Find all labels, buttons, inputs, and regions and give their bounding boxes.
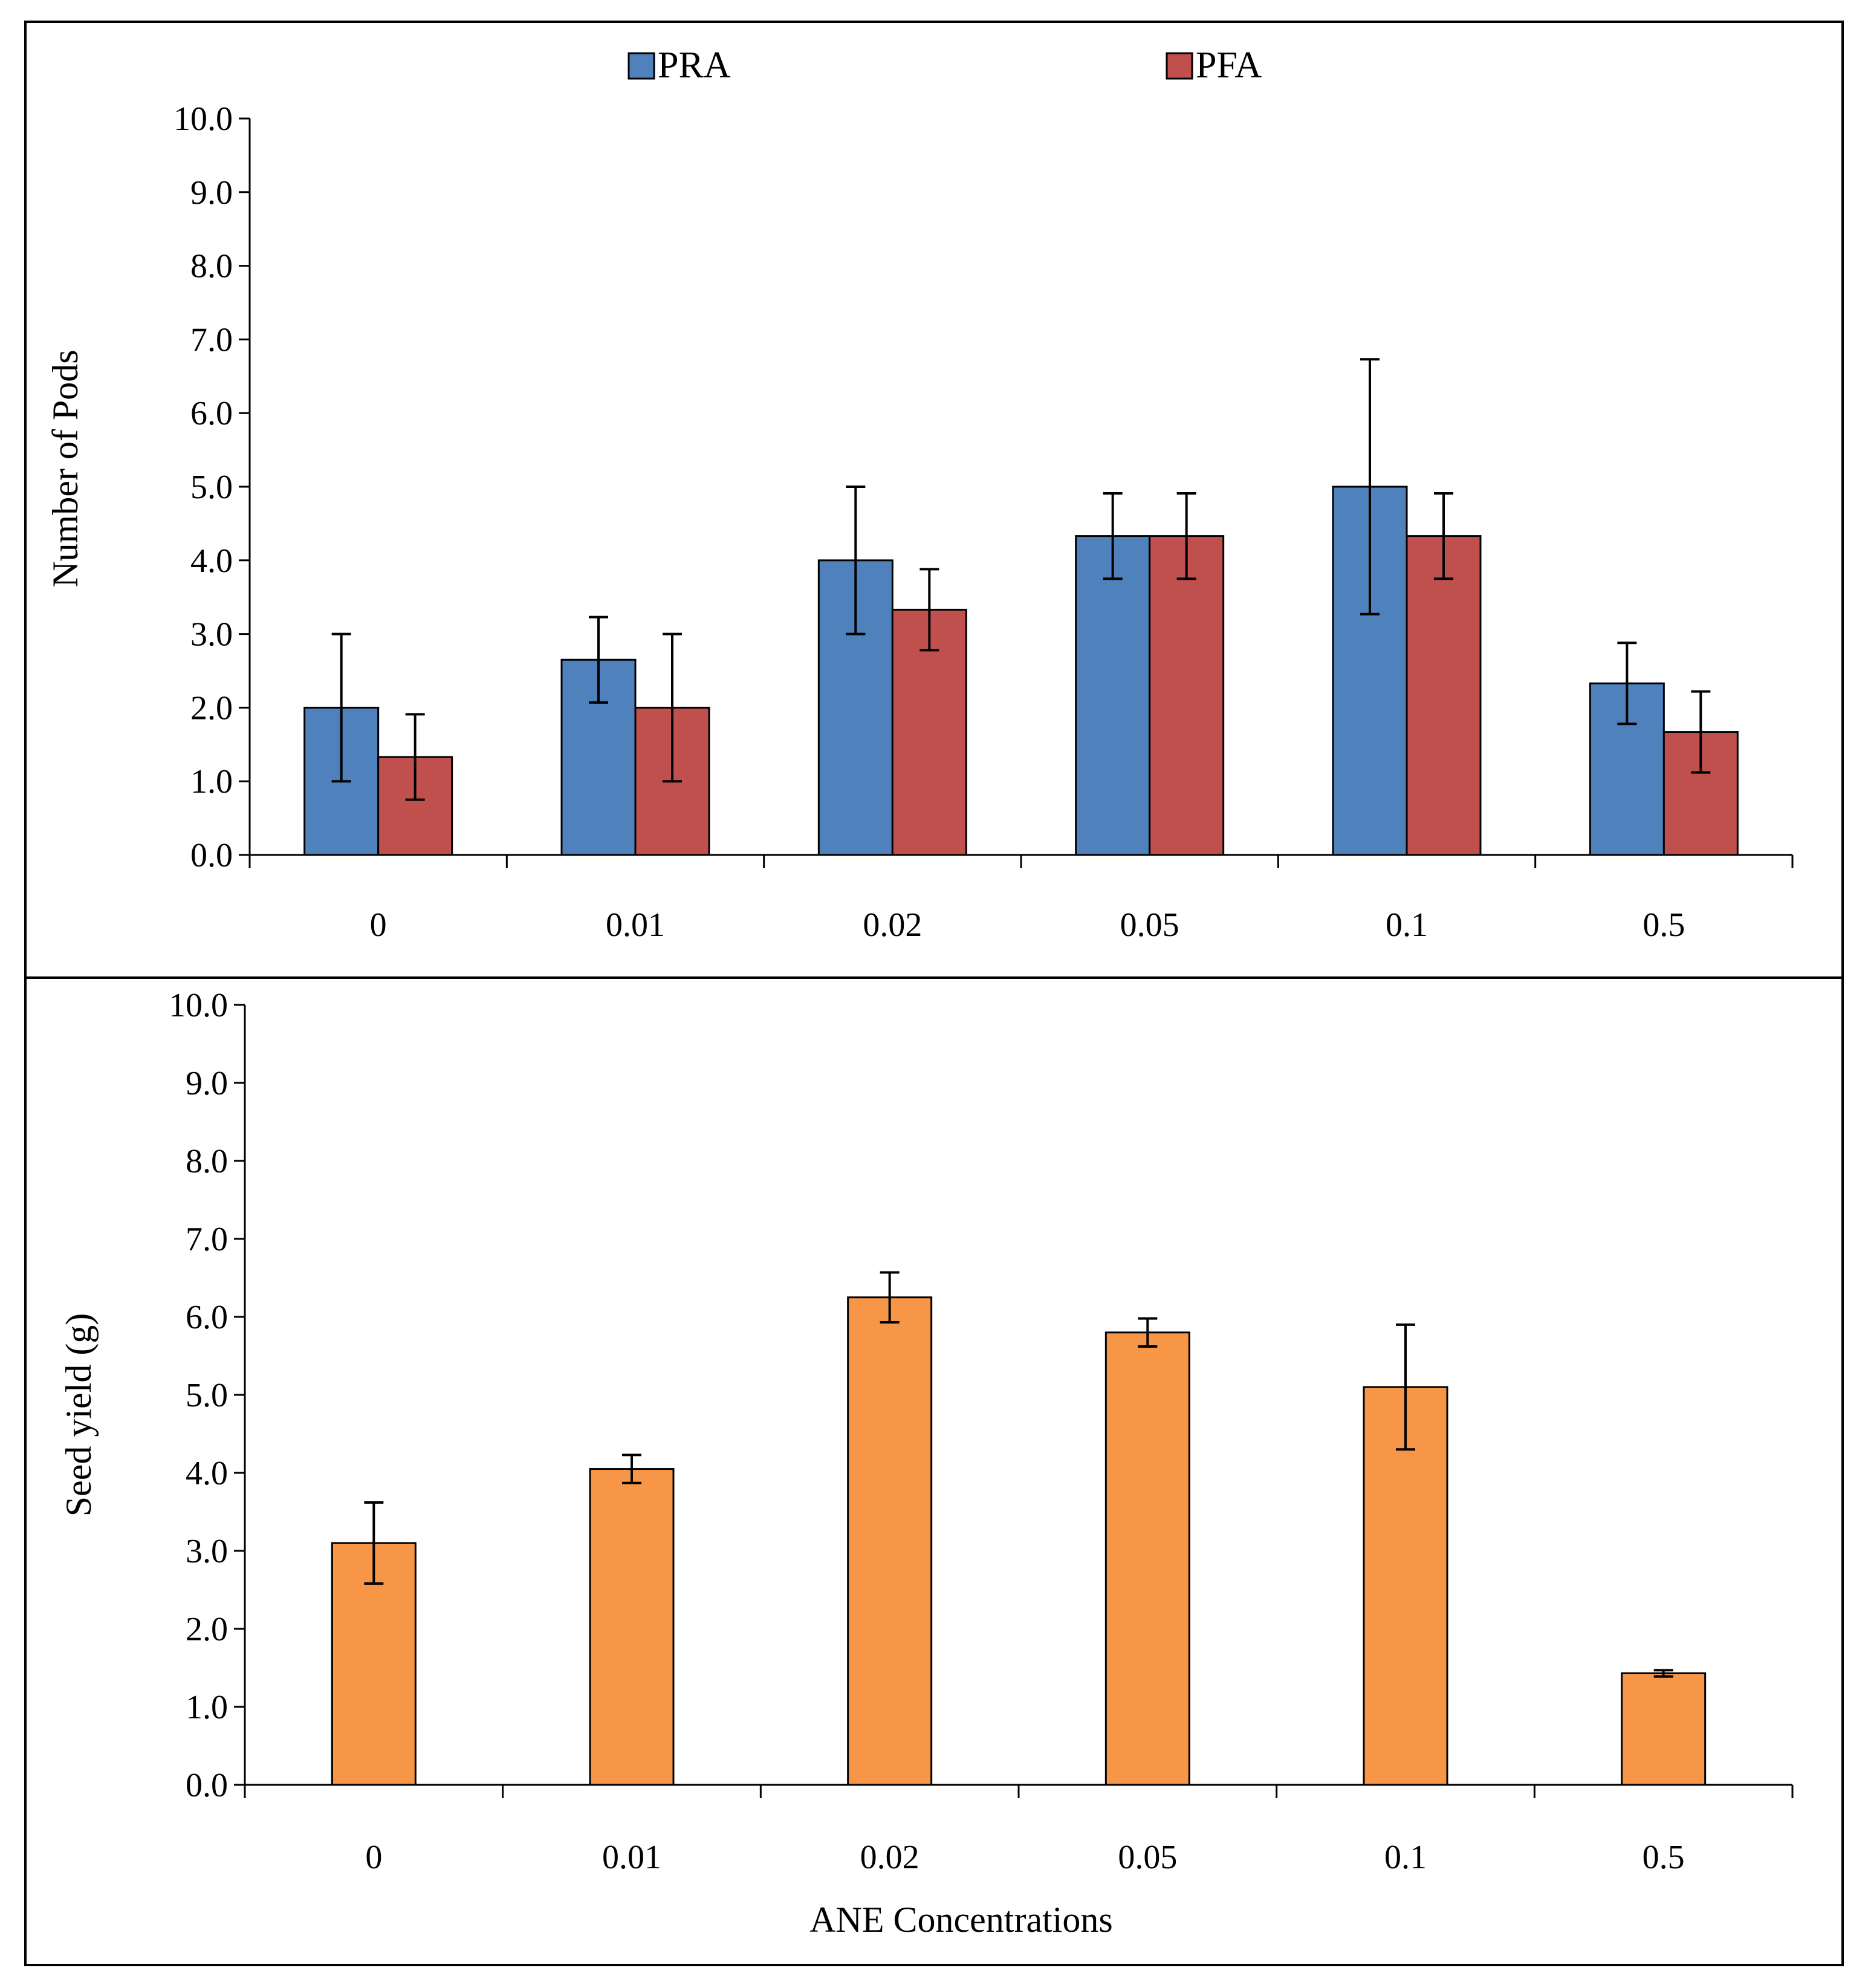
y-tick-label: 9.0: [186, 1065, 228, 1102]
bar: [1406, 535, 1482, 856]
pods-y-ticks: 0.0 1.0 2.0 3.0 4.0 5.0 6.0 7.0 8.0 9.0 10.0: [174, 100, 250, 874]
y-tick-label: 8.0: [186, 1143, 228, 1180]
y-tick-label: 4.0: [186, 1455, 228, 1492]
bar: [847, 1296, 933, 1786]
bar: [1104, 1331, 1190, 1786]
pods-legend: PRA PFA: [628, 45, 1262, 86]
y-tick-label: 0.0: [186, 1767, 228, 1804]
x-tick-label: 0.5: [1643, 906, 1685, 944]
x-tick-label: 0.1: [1384, 1839, 1427, 1876]
x-tick-label: 0: [370, 906, 387, 944]
y-tick-label: 10.0: [169, 987, 228, 1024]
y-tick-label: 1.0: [190, 763, 233, 801]
y-tick-label: 0.0: [190, 837, 233, 874]
seed-yield-chart: 0.0 1.0 2.0 3.0 4.0 5.0 6.0 7.0 8.0 9.0 10.0 0 0.01…: [59, 987, 1794, 1940]
y-tick-label: 10.0: [174, 100, 233, 138]
y-tick-label: 5.0: [190, 469, 233, 506]
x-tick-label: 0.02: [860, 1839, 919, 1876]
y-tick-label: 2.0: [186, 1611, 228, 1648]
legend-swatch-pra: [628, 52, 655, 80]
bar: [1149, 535, 1225, 856]
y-tick-label: 2.0: [190, 689, 233, 727]
pods-x-ticks: 0 0.01 0.02 0.05 0.1 0.5: [248, 855, 1794, 944]
x-tick-label: 0.1: [1386, 906, 1428, 944]
legend-label-pfa: PFA: [1196, 45, 1262, 86]
y-tick-label: 5.0: [186, 1377, 228, 1414]
bar: [1075, 535, 1151, 856]
seed-y-ticks: 0.0 1.0 2.0 3.0 4.0 5.0 6.0 7.0 8.0 9.0 10.0: [169, 987, 245, 1804]
seed-y-axis-title: Seed yield (g): [59, 1313, 99, 1517]
x-tick-label: 0.05: [1118, 1839, 1177, 1876]
legend-swatch-pfa: [1166, 52, 1193, 80]
pods-chart: 0.0 1.0 2.0 3.0 4.0 5.0 6.0 7.0 8.0 9.0 10.0 0 0.01…: [45, 45, 1794, 944]
y-tick-label: 7.0: [190, 321, 233, 359]
y-tick-label: 4.0: [190, 542, 233, 580]
y-tick-label: 7.0: [186, 1221, 228, 1258]
y-tick-label: 8.0: [190, 248, 233, 285]
x-tick-label: 0: [365, 1839, 382, 1876]
pods-y-axis-title: Number of Pods: [45, 349, 85, 587]
figure-frame: [24, 21, 1844, 1966]
y-tick-label: 6.0: [186, 1299, 228, 1336]
x-tick-label: 0.05: [1120, 906, 1179, 944]
y-tick-label: 3.0: [190, 616, 233, 654]
seed-error-bars: [364, 1271, 1673, 1678]
seed-bars: [331, 1296, 1707, 1786]
bar: [1363, 1386, 1448, 1786]
seed-x-axis-title: ANE Concentrations: [809, 1900, 1113, 1940]
pods-error-bars: [331, 358, 1711, 801]
x-tick-label: 0.02: [863, 906, 922, 944]
x-tick-label: 0.01: [606, 906, 665, 944]
y-tick-label: 1.0: [186, 1689, 228, 1726]
seed-x-ticks: 0 0.01 0.02 0.05 0.1 0.5: [244, 1785, 1794, 1876]
legend-label-pra: PRA: [658, 45, 731, 86]
pods-bars: [303, 486, 1739, 856]
x-tick-label: 0.5: [1643, 1839, 1685, 1876]
y-tick-label: 3.0: [186, 1533, 228, 1570]
y-tick-label: 9.0: [190, 174, 233, 212]
bar: [589, 1468, 675, 1786]
y-tick-label: 6.0: [190, 395, 233, 432]
bar: [1621, 1672, 1707, 1786]
x-tick-label: 0.01: [602, 1839, 661, 1876]
